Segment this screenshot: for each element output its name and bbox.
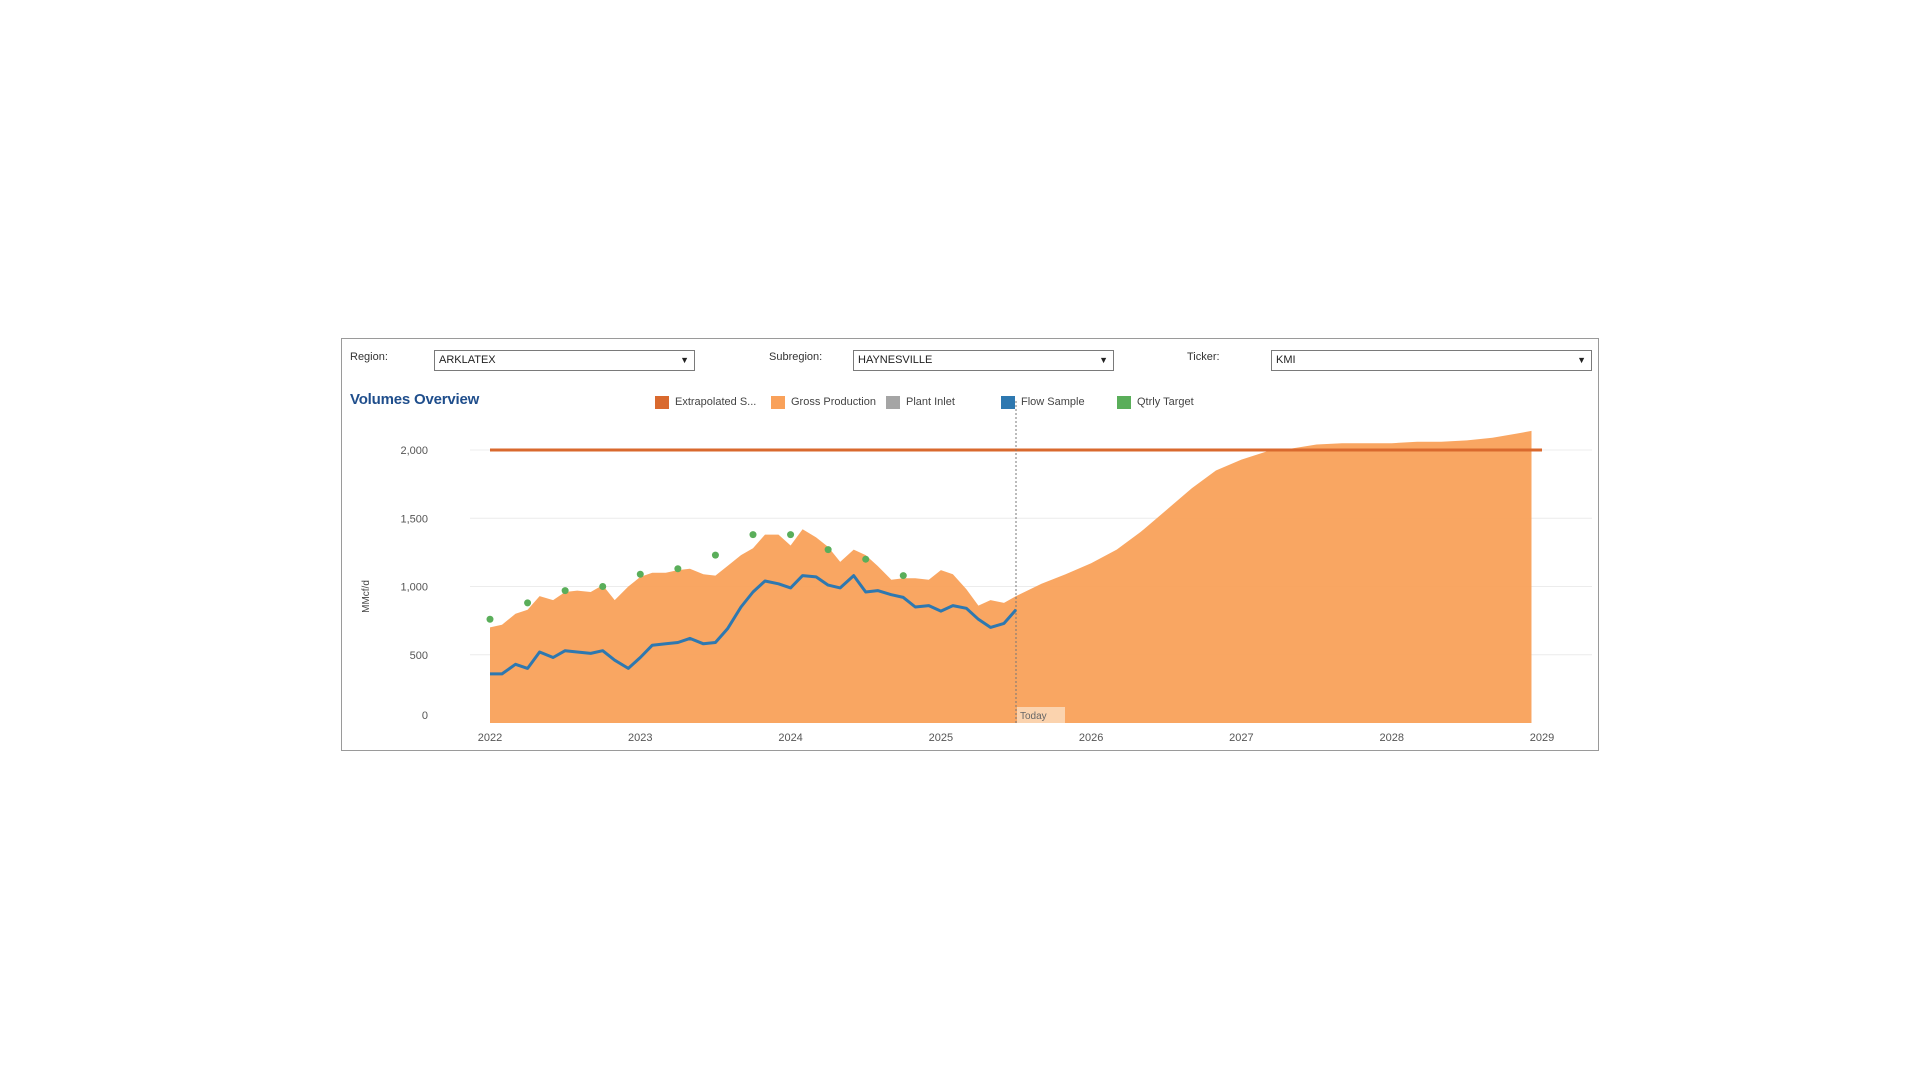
qtrly-target-point <box>899 572 907 580</box>
legend-item-flow-sample[interactable]: Flow Sample <box>1001 394 1085 410</box>
qtrly-target-point <box>824 546 832 554</box>
qtrly-target-point <box>674 565 682 573</box>
legend-item-extrapolated[interactable]: Extrapolated S... <box>655 394 756 410</box>
y-tick-label: 1,500 <box>400 513 428 525</box>
x-tick-label: 2022 <box>478 732 502 744</box>
qtrly-target-point <box>749 531 757 539</box>
ticker-dropdown-value: KMI <box>1276 354 1296 366</box>
legend-label: Flow Sample <box>1021 396 1085 408</box>
x-tick-label: 2023 <box>628 732 652 744</box>
legend-label: Plant Inlet <box>906 396 955 408</box>
y-tick-label: 2,000 <box>400 445 428 457</box>
qtrly-target-point <box>486 615 494 623</box>
qtrly-target-point <box>862 555 870 563</box>
legend-label: Gross Production <box>791 396 876 408</box>
qtrly-target-point <box>561 587 569 595</box>
legend-swatch <box>1001 395 1015 409</box>
x-tick-label: 2029 <box>1530 732 1554 744</box>
y-axis-label: MMcf/d <box>361 580 372 613</box>
volumes-chart: 0 500 1,000 1,500 2,000 MMcf/d 2022 2023 2024 202… <box>361 401 1592 744</box>
ticker-filter-label: Ticker: <box>1187 351 1220 363</box>
volumes-dashboard-panel: Region: ARKLATEX ▼ Subregion: HAYNESVILL… <box>341 338 1599 751</box>
legend-label: Qtrly Target <box>1137 396 1194 408</box>
region-dropdown[interactable]: ARKLATEX ▼ <box>434 350 695 371</box>
x-tick-label: 2024 <box>778 732 802 744</box>
chevron-down-icon: ▼ <box>1099 355 1108 365</box>
qtrly-target-point <box>636 570 644 578</box>
region-dropdown-value: ARKLATEX <box>439 354 496 366</box>
today-label: Today <box>1020 711 1047 722</box>
x-tick-label: 2028 <box>1379 732 1403 744</box>
y-tick-label: 500 <box>410 650 428 662</box>
chevron-down-icon: ▼ <box>680 355 689 365</box>
ticker-dropdown[interactable]: KMI ▼ <box>1271 350 1592 371</box>
legend-swatch <box>886 395 900 409</box>
region-filter-label: Region: <box>350 351 388 363</box>
subregion-dropdown[interactable]: HAYNESVILLE ▼ <box>853 350 1114 371</box>
legend-item-plant-inlet[interactable]: Plant Inlet <box>886 394 955 410</box>
qtrly-target-point <box>711 551 719 559</box>
today-label-background <box>1017 707 1065 723</box>
legend-item-gross-production[interactable]: Gross Production <box>771 394 876 410</box>
y-tick-label: 1,000 <box>400 582 428 594</box>
legend-swatch <box>655 395 669 409</box>
qtrly-target-point <box>787 531 795 539</box>
qtrly-target-point <box>599 583 607 590</box>
flow-sample-line <box>490 574 1018 676</box>
x-tick-label: 2027 <box>1229 732 1253 744</box>
legend-swatch <box>771 395 785 409</box>
qtrly-target-point <box>524 599 532 607</box>
subregion-dropdown-value: HAYNESVILLE <box>858 354 933 366</box>
legend-label: Extrapolated S... <box>675 396 757 408</box>
subregion-filter-label: Subregion: <box>769 351 823 363</box>
x-tick-label: 2025 <box>929 732 953 744</box>
y-tick-label: 0 <box>422 710 428 722</box>
gross-production-area <box>490 430 1532 723</box>
chevron-down-icon: ▼ <box>1577 355 1586 365</box>
chart-title: Volumes Overview <box>350 391 480 408</box>
x-tick-label: 2026 <box>1079 732 1103 744</box>
legend-swatch <box>1117 395 1131 409</box>
legend-item-qtrly-target[interactable]: Qtrly Target <box>1117 394 1194 410</box>
